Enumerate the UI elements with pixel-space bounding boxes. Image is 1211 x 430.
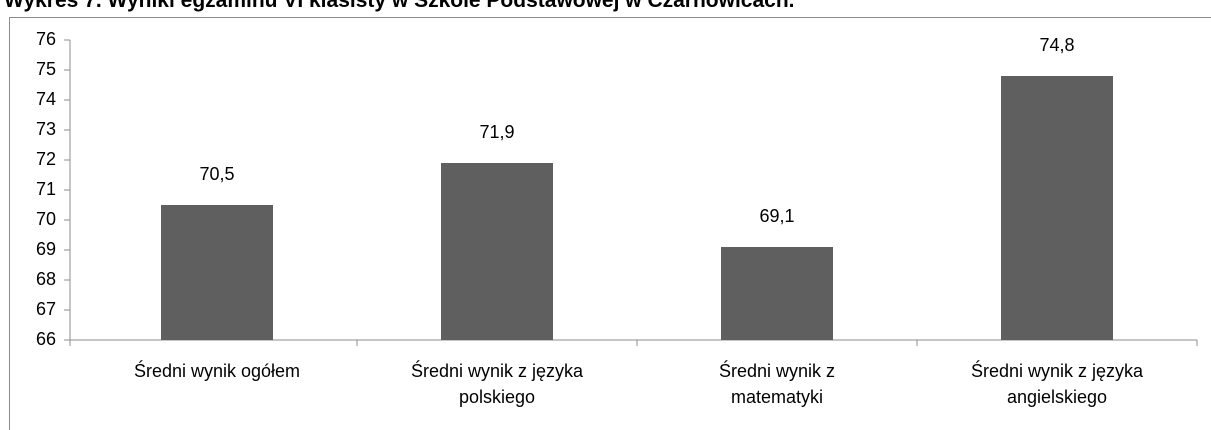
y-tick-label: 67 xyxy=(36,299,56,319)
chart-frame xyxy=(9,17,1211,430)
data-label: 69,1 xyxy=(759,206,794,226)
y-tick-label: 70 xyxy=(36,209,56,229)
y-tick-label: 74 xyxy=(36,89,56,109)
x-tick-label: Średni wynik z matematyki xyxy=(718,361,836,407)
x-tick-label: Średni wynik ogółem xyxy=(133,361,301,381)
bar xyxy=(441,163,553,340)
y-tick-label: 71 xyxy=(36,179,56,199)
bar xyxy=(161,205,273,340)
x-tick-label: Średni wynik z języka angielskiego xyxy=(970,361,1144,407)
y-tick-label: 75 xyxy=(36,59,56,79)
x-tick-label: Średni wynik z języka polskiego xyxy=(410,361,584,407)
data-label: 74,8 xyxy=(1039,35,1074,55)
y-tick-label: 68 xyxy=(36,269,56,289)
data-label: 71,9 xyxy=(479,122,514,142)
chart-title: Wykres 7. Wyniki egzaminu VI klasisty w … xyxy=(4,0,795,12)
y-tick-label: 66 xyxy=(36,329,56,349)
bar xyxy=(1001,76,1113,340)
y-tick-label: 69 xyxy=(36,239,56,259)
data-label: 70,5 xyxy=(199,164,234,184)
y-tick-label: 73 xyxy=(36,119,56,139)
bar xyxy=(721,247,833,340)
y-tick-label: 72 xyxy=(36,149,56,169)
y-tick-label: 76 xyxy=(36,29,56,49)
